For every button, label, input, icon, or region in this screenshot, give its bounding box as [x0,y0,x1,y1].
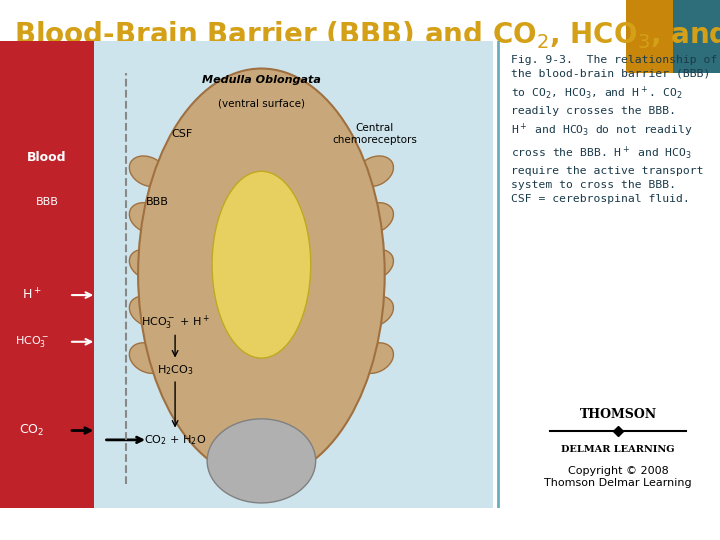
Text: CO$_2$: CO$_2$ [19,423,45,438]
Ellipse shape [207,419,315,503]
Text: BBB: BBB [35,197,58,207]
Text: Medulla Oblongata: Medulla Oblongata [202,75,321,85]
Ellipse shape [356,343,393,374]
Text: Copyright © 2008
Thomson Delmar Learning: Copyright © 2008 Thomson Delmar Learning [544,467,692,488]
Ellipse shape [130,202,166,233]
Ellipse shape [130,343,166,374]
Text: HCO$_3^-$: HCO$_3^-$ [15,334,49,349]
Text: Blood: Blood [27,151,67,164]
Ellipse shape [356,156,393,187]
Ellipse shape [130,249,166,280]
Text: Fig. 9-3.  The relationship of
the blood-brain barrier (BBB)
to CO$_2$, HCO$_3$,: Fig. 9-3. The relationship of the blood-… [511,55,718,204]
Text: HCO$_3^-$ + H$^+$: HCO$_3^-$ + H$^+$ [140,314,210,332]
Ellipse shape [356,296,393,327]
Ellipse shape [138,69,384,480]
Bar [0,40,94,508]
Text: Blood-Brain Barrier (BBB) and CO$_2$, HCO$_3$, and H$^+$: Blood-Brain Barrier (BBB) and CO$_2$, HC… [14,19,720,51]
Ellipse shape [356,249,393,280]
Text: DELMAR LEARNING: DELMAR LEARNING [561,445,675,454]
Ellipse shape [212,171,311,358]
Text: CSF: CSF [172,129,193,139]
Text: CO$_2$ + H$_2$O: CO$_2$ + H$_2$O [144,433,206,447]
Text: Central
chemoreceptors: Central chemoreceptors [333,123,418,145]
Text: (ventral surface): (ventral surface) [218,99,305,109]
Ellipse shape [130,156,166,187]
Bar [626,0,673,73]
Text: H$^+$: H$^+$ [22,287,42,303]
Text: BBB: BBB [145,197,168,207]
Text: THOMSON: THOMSON [580,408,657,421]
Text: H$_2$CO$_3$: H$_2$CO$_3$ [157,363,194,377]
Ellipse shape [130,296,166,327]
Bar [673,0,720,73]
Ellipse shape [356,202,393,233]
